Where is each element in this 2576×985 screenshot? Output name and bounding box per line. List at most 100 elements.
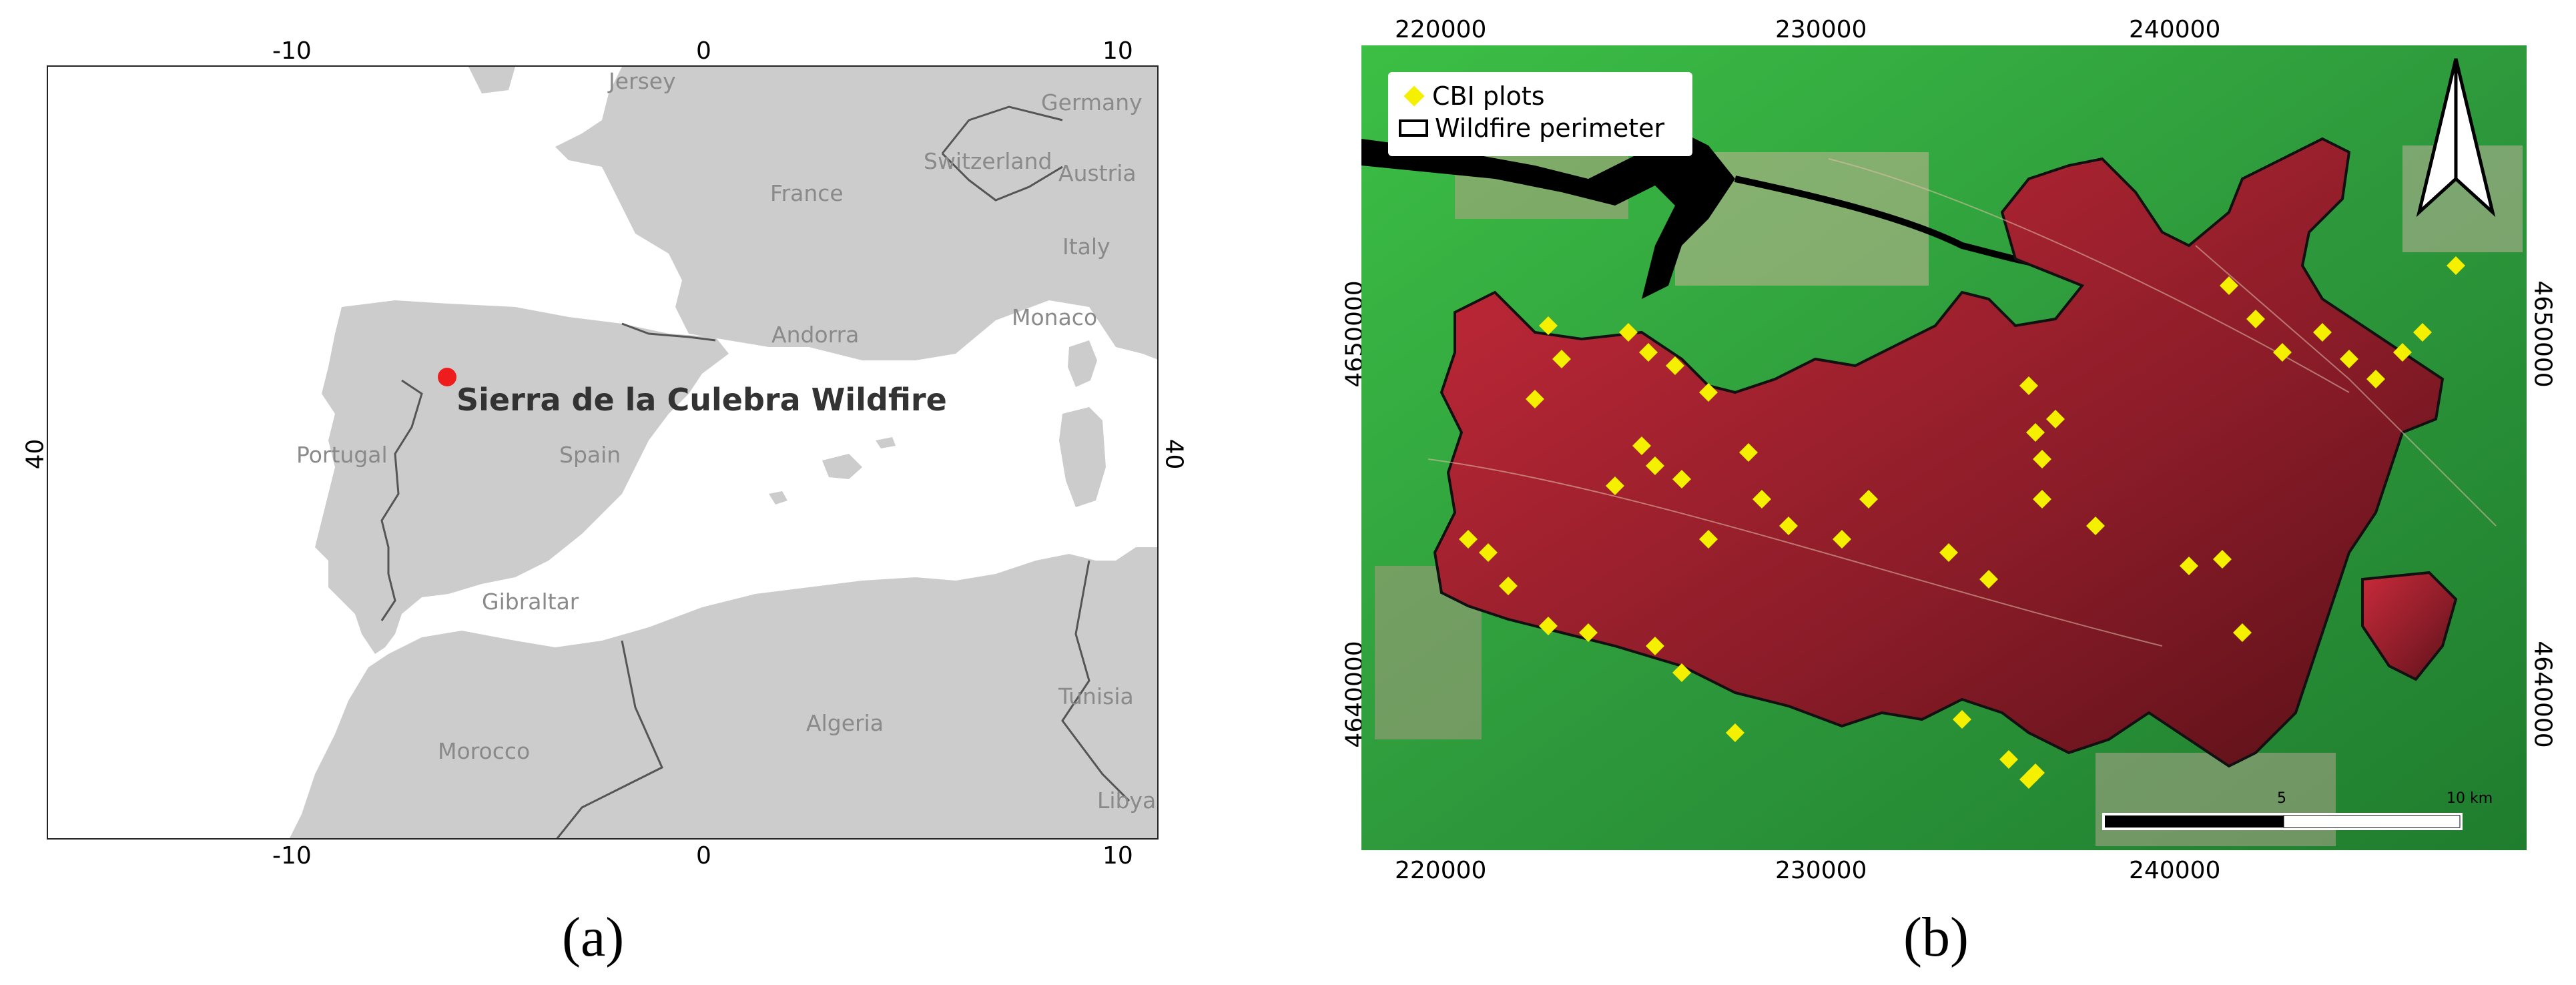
wildfire-location-marker [438, 368, 456, 386]
tick-top-lon-10: 10 [1102, 37, 1133, 65]
border-france-spain [621, 322, 716, 342]
cbi-plot-symbol [1403, 85, 1425, 107]
cbi-plot-marker [2026, 763, 2045, 782]
cbi-plot-marker [1499, 577, 1518, 595]
wildfire-label: Sierra de la Culebra Wildfire [456, 382, 947, 418]
label-jersey: Jersey [609, 68, 676, 94]
corsica-island [1068, 340, 1097, 387]
cbi-plot-marker [2213, 550, 2232, 569]
cbi-plot-marker [1999, 750, 2018, 769]
north-africa-landmass [290, 547, 1157, 838]
border-morocco-algeria [556, 640, 663, 838]
cbi-plot-marker [1672, 663, 1691, 682]
balearic-island-menorca [876, 437, 896, 448]
cbi-plot-marker [1752, 490, 1771, 509]
cbi-plot-marker [2246, 310, 2265, 328]
reservoir [1361, 132, 1735, 299]
label-andorra: Andorra [771, 322, 860, 348]
label-tunisia: Tunisia [1058, 683, 1134, 709]
scale-bar-end-label: 10 km [2447, 790, 2493, 807]
iberia-landmass [315, 300, 729, 654]
cbi-plot-marker [1606, 476, 1624, 495]
balearic-island-mallorca [822, 454, 862, 479]
cbi-plot-marker [1833, 530, 1851, 549]
cbi-plot-marker [1539, 617, 1558, 635]
label-spain: Spain [559, 442, 621, 468]
cbi-plot-marker [1479, 543, 1498, 562]
tick-bottom-easting-220000: 220000 [1395, 857, 1487, 884]
satellite-map-svg [1361, 45, 2527, 850]
cbi-plot-marker [1526, 390, 1544, 408]
cbi-plot-marker [1639, 343, 1658, 362]
cbi-plot-marker [1979, 570, 1998, 589]
label-france: France [770, 180, 844, 206]
overview-map: Jersey Germany Switzerland Austria Franc… [47, 65, 1159, 840]
cbi-plot-marker [2366, 370, 2385, 388]
label-italy: Italy [1062, 234, 1110, 260]
cbi-plot-marker [2046, 410, 2065, 428]
cbi-plot-marker [2033, 490, 2051, 509]
map-legend: CBI plots Wildfire perimeter [1388, 72, 1692, 156]
burned-area [1433, 137, 2445, 768]
cbi-plot-marker [1859, 490, 1878, 509]
road-3 [2195, 245, 2497, 527]
tick-bottom-lon-neg10: -10 [272, 842, 312, 870]
cbi-plot-marker [1632, 436, 1651, 455]
legend-row-plots: CBI plots [1399, 80, 1682, 112]
tick-left-lat-40: 40 [21, 438, 49, 470]
tick-top-easting-220000: 220000 [1395, 16, 1487, 43]
north-arrow [2416, 58, 2496, 218]
sardinia-island [1059, 407, 1106, 507]
satellite-map: CBI plots Wildfire perimeter 5 10 km [1361, 45, 2527, 850]
cbi-plot-marker [1552, 350, 1571, 368]
cbi-plot-marker [2180, 557, 2198, 575]
cbi-plot-marker [2413, 323, 2432, 342]
panel-a-label: (a) [562, 906, 625, 968]
cbi-plot-marker [1666, 356, 1684, 375]
scale-bar-black [2105, 815, 2284, 828]
label-algeria: Algeria [806, 710, 884, 736]
label-morocco: Morocco [438, 738, 531, 764]
border-spain-portugal [380, 379, 423, 621]
label-switzerland: Switzerland [924, 148, 1052, 174]
france-central-europe-landmass [555, 67, 1157, 360]
land-masses [290, 67, 1157, 838]
tick-top-easting-230000: 230000 [1775, 16, 1867, 43]
tick-bottom-easting-240000: 240000 [2129, 857, 2221, 884]
cbi-plot-marker [1579, 623, 1598, 642]
tick-top-lon-neg10: -10 [272, 37, 312, 65]
tick-top-easting-240000: 240000 [2129, 16, 2221, 43]
burned-area-east [2361, 571, 2458, 681]
cbi-plot-marker [1646, 637, 1664, 655]
cbi-plot-marker [1699, 530, 1718, 549]
britain-landmass [468, 67, 515, 93]
tick-bottom-lon-0: 0 [696, 842, 711, 870]
label-germany: Germany [1041, 89, 1143, 115]
road-2 [1828, 158, 2350, 393]
road-1 [1427, 458, 2163, 647]
tick-top-lon-0: 0 [696, 37, 711, 65]
cbi-plot-marker [1459, 530, 1478, 549]
north-arrow-right [2454, 58, 2496, 218]
border-france-germany [941, 105, 1063, 154]
border-france-switzerland [941, 152, 1063, 202]
legend-plots-label: CBI plots [1432, 81, 1545, 111]
panel-b-label: (b) [1903, 906, 1969, 968]
field-patch-3 [2096, 753, 2336, 846]
tick-bottom-lon-10: 10 [1102, 842, 1133, 870]
label-libya: Libya [1097, 787, 1157, 813]
cbi-plot-marker [2313, 323, 2332, 342]
cbi-plot-marker [2026, 423, 2045, 442]
perimeter-symbol [1399, 119, 1428, 137]
cbi-plot-marker [1939, 543, 1958, 562]
cbi-plot-marker [1779, 517, 1798, 535]
label-portugal: Portugal [296, 442, 388, 468]
cbi-plot-marker [1726, 723, 1744, 742]
cbi-plot-marker [2086, 517, 2105, 535]
overview-map-svg [290, 67, 1157, 838]
legend-perimeter-label: Wildfire perimeter [1435, 113, 1665, 143]
cbi-plot-marker [2033, 450, 2051, 468]
italy-landmass [1022, 147, 1157, 267]
scale-bar [2102, 813, 2463, 830]
cbi-plot-marker [2447, 256, 2465, 275]
